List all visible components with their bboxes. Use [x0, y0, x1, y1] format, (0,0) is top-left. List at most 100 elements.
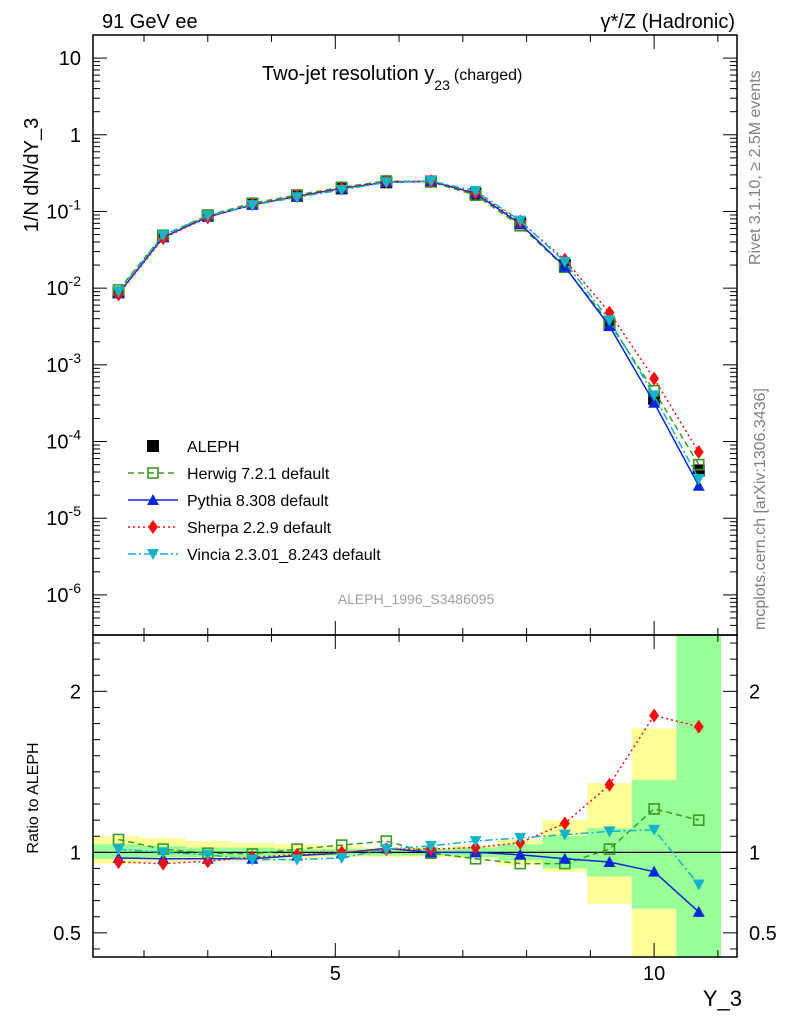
data-point-vincia — [424, 175, 437, 187]
data-point-pythia — [692, 905, 705, 917]
mcplots-reference-label: mcplots.cern.ch [arXiv:1306.3436] — [752, 388, 769, 630]
data-point-herwig — [692, 458, 705, 471]
plot-title-main: Two-jet resolution y — [262, 63, 434, 85]
data-point-vincia — [291, 192, 304, 204]
y-tick-label: 10-5 — [46, 503, 81, 530]
data-point-sherpa — [470, 840, 481, 855]
data-point-sherpa — [693, 445, 704, 460]
y-tick-label-exponent: -1 — [69, 196, 82, 212]
data-point-vincia — [380, 177, 393, 189]
plot-title-suffix: (charged) — [454, 67, 522, 84]
legend-marker-herwig — [147, 467, 159, 479]
main-y-axis-label: 1/N dN/dY_3 — [21, 118, 43, 233]
legend-marker-vincia — [147, 549, 159, 560]
data-point-pythia — [648, 865, 661, 877]
data-point-vincia — [157, 847, 170, 859]
legend-label-vincia: Vincia 2.3.01_8.243 default — [187, 547, 381, 564]
series-line-vincia — [118, 829, 700, 886]
legend: ALEPH Herwig 7.2.1 default Pythia 8.308 de… — [128, 439, 381, 564]
data-point-sherpa — [649, 371, 660, 386]
y-tick-label: 10-1 — [46, 196, 81, 223]
data-point-vincia — [380, 844, 393, 856]
series-line-pythia — [118, 847, 700, 913]
y-tick-label: 10-4 — [46, 427, 81, 454]
energy-label: 91 GeV ee — [102, 11, 198, 33]
y-tick-label-base: 10 — [46, 355, 68, 377]
y-tick-label-base: 10 — [46, 278, 68, 300]
ratio-plot-frame — [92, 634, 738, 958]
data-point-herwig — [692, 814, 705, 826]
legend-marker-sherpa — [148, 520, 158, 534]
data-point-vincia — [692, 473, 705, 485]
y-tick-label-exponent: -4 — [69, 427, 82, 443]
data-point-pythia — [514, 848, 527, 860]
series-line-sherpa — [118, 714, 699, 865]
y-tick-label: 10-6 — [46, 580, 81, 607]
process-label: γ*/Z (Hadronic) — [601, 11, 735, 33]
data-point-vincia — [157, 230, 170, 242]
ratio-y-tick-label: 1 — [70, 842, 81, 864]
data-point-pythia — [558, 852, 571, 864]
ratio-y-tick-label: 1 — [749, 842, 760, 864]
data-point-vincia — [246, 854, 259, 866]
data-point-vincia — [558, 256, 571, 268]
ratio-y-tick-label: 2 — [70, 681, 81, 703]
data-point-vincia — [112, 844, 125, 856]
x-tick-label: 5 — [330, 963, 341, 985]
data-point-vincia — [648, 824, 661, 836]
data-point-vincia — [291, 854, 304, 866]
x-tick-label: 10 — [643, 963, 665, 985]
data-point-pythia — [648, 396, 661, 408]
x-axis-label: Y_3 — [703, 986, 742, 1011]
y-tick-label-exponent: -6 — [69, 580, 82, 596]
main-plot-frame — [92, 34, 738, 636]
data-point-vincia — [648, 390, 661, 402]
ratio-y-tick-label: 0.5 — [749, 923, 777, 945]
data-point-sherpa — [693, 719, 704, 734]
data-point-vincia — [201, 210, 214, 222]
data-point-vincia — [246, 200, 259, 212]
series-line-vincia — [117, 180, 700, 480]
data-point-pythia — [692, 479, 705, 491]
data-point-sherpa — [113, 855, 124, 870]
legend-label-herwig: Herwig 7.2.1 default — [187, 466, 330, 483]
y-tick-label-base: 10 — [46, 201, 68, 223]
data-point-vincia — [603, 826, 616, 838]
y-tick-label-exponent: -3 — [69, 350, 82, 366]
y-tick-label: 10-3 — [46, 350, 81, 377]
data-point-vincia — [335, 852, 348, 864]
y-tick-label: 1 — [70, 125, 81, 147]
legend-label-aleph: ALEPH — [187, 439, 239, 456]
y-tick-label-exponent: -5 — [69, 503, 82, 519]
ratio-y-tick-label: 2 — [749, 681, 760, 703]
data-point-sherpa — [559, 816, 570, 831]
data-point-vincia — [603, 315, 616, 327]
y-tick-label-base: 10 — [46, 585, 68, 607]
uncertainty-band-inner — [676, 635, 722, 957]
data-point-vincia — [558, 829, 571, 841]
data-point-vincia — [335, 184, 348, 196]
y-tick-label-exponent: -2 — [69, 273, 82, 289]
uncertainty-band-inner — [631, 779, 677, 909]
data-point-vincia — [692, 879, 705, 891]
legend-marker-pythia — [147, 494, 159, 505]
data-point-herwig — [603, 843, 616, 855]
ratio-y-axis-label: Ratio to ALEPH — [25, 742, 42, 853]
data-point-vincia — [514, 832, 527, 844]
data-point-vincia — [469, 185, 482, 197]
data-point-vincia — [469, 836, 482, 848]
legend-marker-aleph — [147, 440, 159, 452]
y-tick-label: 10 — [59, 48, 81, 70]
data-point-sherpa — [649, 708, 660, 723]
data-point-herwig — [648, 803, 660, 815]
legend-label-pythia: Pythia 8.308 default — [187, 493, 329, 510]
y-tick-label-base: 10 — [46, 508, 68, 530]
plot-title: Two-jet resolution y23(charged) — [262, 63, 522, 93]
data-point-sherpa — [158, 856, 169, 871]
data-point-vincia — [424, 840, 437, 852]
data-point-vincia — [112, 286, 125, 298]
data-point-sherpa — [202, 854, 213, 869]
legend-label-sherpa: Sherpa 2.2.9 default — [187, 520, 332, 537]
ratio-y-tick-label: 0.5 — [53, 923, 81, 945]
y-tick-label: 10-2 — [46, 273, 81, 300]
